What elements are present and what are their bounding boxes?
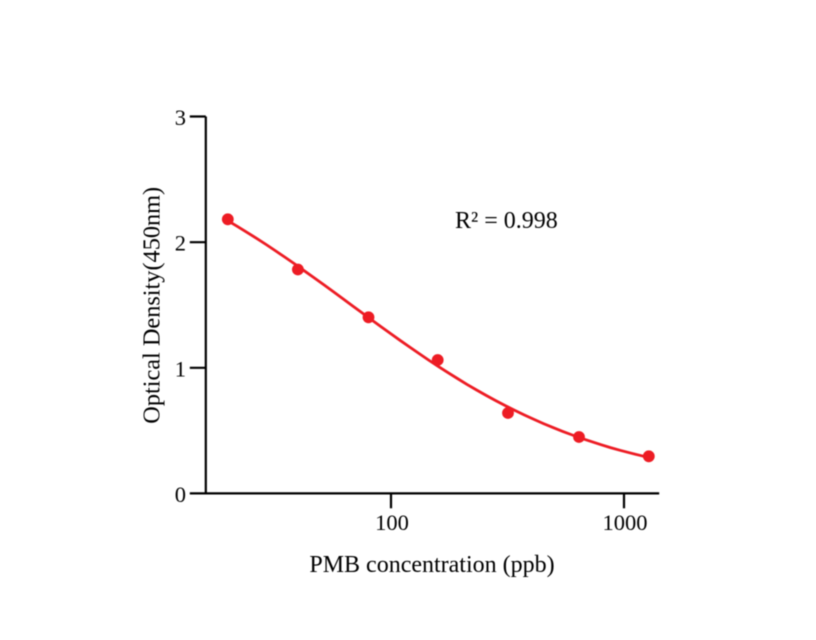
svg-text:Optical Density(450nm): Optical Density(450nm) [139,187,166,424]
svg-text:PMB concentration (ppb): PMB concentration (ppb) [309,552,554,578]
svg-text:0: 0 [175,482,186,507]
svg-text:3: 3 [175,105,186,130]
svg-text:1: 1 [175,356,186,381]
svg-text:1000: 1000 [603,510,648,535]
svg-text:2: 2 [175,231,186,256]
svg-text:100: 100 [375,510,409,535]
svg-text:R² = 0.998: R² = 0.998 [455,208,558,234]
